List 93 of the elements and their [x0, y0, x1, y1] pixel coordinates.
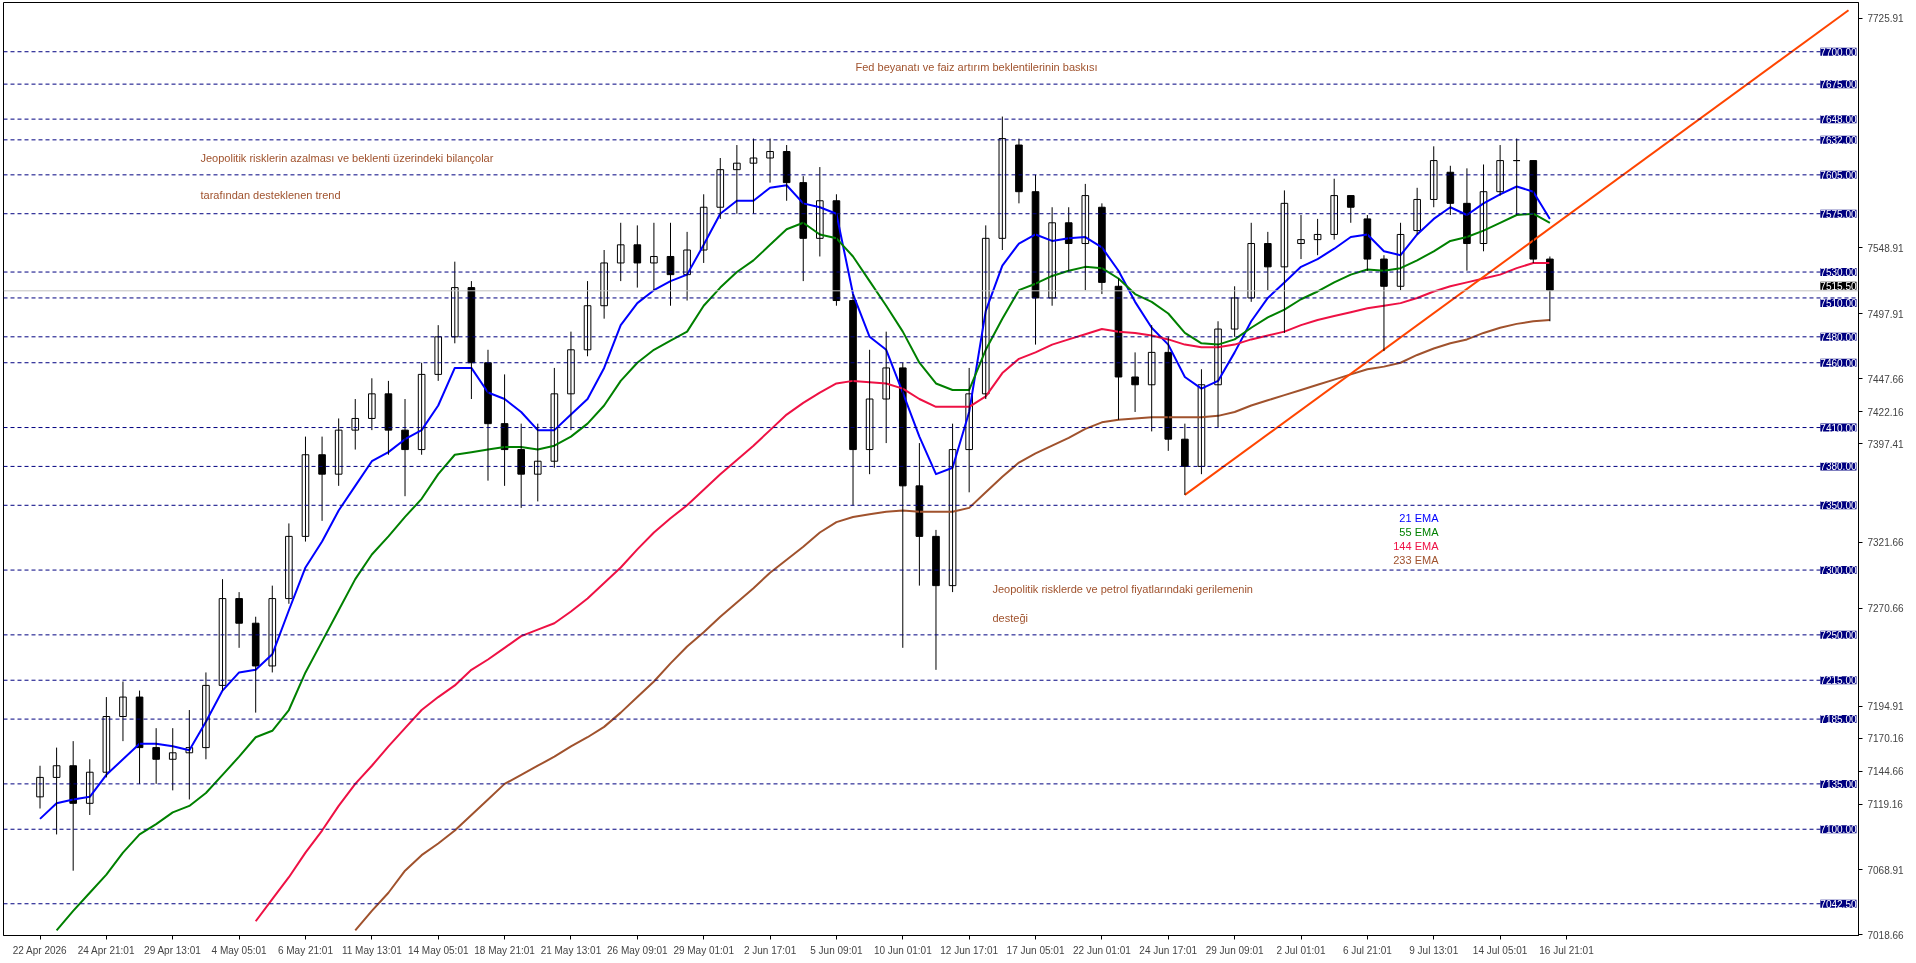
x-tick-label: 24 Jun 17:01 — [1139, 944, 1198, 956]
candlestick — [1313, 218, 1322, 256]
candlestick — [1264, 231, 1272, 291]
x-tick-label: 29 Jun 09:01 — [1205, 944, 1264, 956]
candlestick — [334, 417, 343, 487]
ref-line-label: 7135.00 — [1820, 778, 1857, 790]
ref-line-label: 7380.00 — [1820, 461, 1857, 473]
x-tick-label: 10 Jun 01:01 — [873, 944, 933, 956]
y-tick-label: 7194.91 — [1867, 701, 1905, 713]
x-tick-label: 24 Apr 21:01 — [77, 944, 135, 956]
ref-line-label: 7410.00 — [1820, 422, 1857, 434]
y-tick-label: 7725.91 — [1867, 13, 1905, 25]
ref-line-label: 7250.00 — [1820, 629, 1857, 641]
y-tick-label: 7144.66 — [1867, 766, 1905, 778]
x-tick-label: 2 Jun 17:01 — [743, 944, 797, 956]
candlestick — [384, 380, 393, 456]
x-tick-label: 5 Jun 09:01 — [810, 944, 863, 956]
candlestick — [633, 224, 642, 289]
ref-line-label: 7300.00 — [1820, 565, 1857, 577]
text: 144 EMA — [1393, 539, 1440, 552]
x-tick-label: 17 Jun 05:01 — [1006, 944, 1065, 956]
x-tick-label: 2 Jul 01:01 — [1276, 944, 1326, 956]
candlestick — [1346, 195, 1355, 224]
candlestick — [351, 398, 360, 451]
x-tick-label: 29 May 01:01 — [673, 944, 735, 956]
x-tick-label: 22 Apr 2026 — [12, 944, 68, 956]
x-tick-label: 29 Apr 13:01 — [144, 944, 202, 956]
x-tick-label: 14 Jul 05:01 — [1472, 944, 1528, 956]
y-tick-label: 7119.16 — [1867, 799, 1904, 811]
ref-line-label: 7530.00 — [1820, 267, 1857, 279]
ref-line-label: 7575.00 — [1820, 208, 1857, 220]
annotation: desteği — [992, 611, 1028, 624]
x-tick-label: 22 Jun 01:01 — [1072, 944, 1132, 956]
annotation: tarafından desteklenen trend — [200, 188, 341, 201]
y-tick-label: 7321.66 — [1867, 537, 1905, 549]
y-tick-label: 7447.66 — [1867, 373, 1905, 385]
candlestick — [782, 144, 791, 202]
candlestick — [368, 377, 376, 431]
ref-line-label: 7515.50 — [1820, 280, 1857, 292]
ref-line-label: 7510.00 — [1820, 297, 1857, 309]
x-tick-label: 16 Jul 21:01 — [1539, 944, 1595, 956]
candlestick — [583, 280, 592, 357]
candlestick — [1429, 145, 1438, 208]
x-tick-label: 4 May 05:01 — [211, 944, 268, 956]
ref-line-label: 7185.00 — [1820, 714, 1857, 726]
x-tick-label: 14 May 05:01 — [407, 944, 469, 956]
line-series — [55, 212, 1551, 932]
ref-line-label: 7215.00 — [1820, 675, 1857, 687]
annotation: Jeopolitik risklerin azalması ve beklenti üzerindeki bilançolar — [200, 151, 494, 164]
x-tick-label: 26 May 09:01 — [607, 944, 669, 956]
ref-line-label: 7042.50 — [1820, 898, 1857, 910]
ref-line-label: 7100.00 — [1820, 824, 1857, 836]
ref-line-label: 7700.00 — [1820, 46, 1857, 58]
x-tick-label: 9 Jul 13:01 — [1409, 944, 1459, 956]
ref-line-label: 7460.00 — [1820, 357, 1857, 369]
x-tick-label: 18 May 21:01 — [474, 944, 536, 956]
candlestick — [52, 747, 61, 835]
candlestick — [434, 324, 443, 382]
candlestick — [1230, 285, 1239, 338]
line-series — [354, 318, 1551, 932]
text: 21 EMA — [1399, 511, 1440, 524]
candlestick — [517, 423, 525, 509]
text: 233 EMA — [1393, 553, 1440, 566]
x-tick-label: 12 Jun 17:01 — [940, 944, 999, 956]
x-tick-label: 6 Jul 21:01 — [1342, 944, 1393, 956]
y-tick-label: 7270.66 — [1867, 603, 1905, 615]
y-tick-label: 7497.91 — [1867, 308, 1905, 320]
x-tick-label: 6 May 21:01 — [277, 944, 334, 956]
ref-line-label: 7632.00 — [1820, 134, 1857, 146]
x-tick-label: 11 May 13:01 — [341, 944, 403, 956]
text: 55 EMA — [1399, 525, 1440, 538]
ref-line-label: 7675.00 — [1820, 79, 1857, 91]
y-tick-label: 7170.16 — [1867, 733, 1905, 745]
y-tick-label: 7018.66 — [1867, 929, 1905, 941]
candlestick — [616, 222, 625, 282]
ref-line-label: 7480.00 — [1820, 331, 1857, 343]
annotation: Jeopolitik risklerde ve petrol fiyatlarındaki gerilemenin — [992, 582, 1253, 595]
annotation: Fed beyanatı ve faiz artırım beklentilerinin baskısı — [855, 60, 1098, 73]
y-tick-label: 7397.41 — [1867, 438, 1905, 450]
line-series — [39, 184, 1551, 820]
ref-line-label: 7350.00 — [1820, 500, 1857, 512]
y-tick-label: 7548.91 — [1867, 242, 1905, 254]
candlestick — [865, 349, 874, 475]
ref-line-label: 7605.00 — [1820, 169, 1857, 181]
candlestick — [749, 138, 758, 215]
x-tick-label: 21 May 13:01 — [540, 944, 602, 956]
candlestick — [716, 157, 725, 220]
candlestick — [1280, 189, 1289, 334]
candlestick — [168, 727, 177, 791]
y-tick-label: 7422.16 — [1867, 406, 1905, 418]
y-tick-label: 7068.91 — [1867, 864, 1905, 876]
candlestick — [1330, 178, 1339, 241]
ref-line-label: 7648.00 — [1820, 114, 1857, 126]
